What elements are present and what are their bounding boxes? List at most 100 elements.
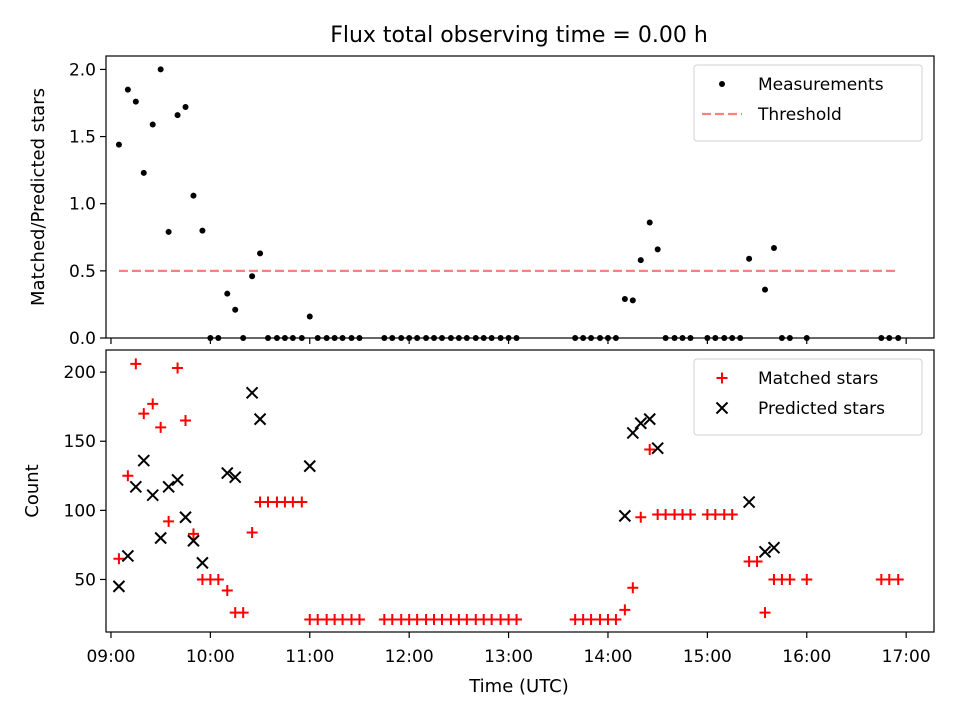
data-point: [112, 580, 126, 593]
legend: Matched stars Predicted stars: [693, 358, 923, 436]
data-point: [635, 511, 647, 523]
series-matched-stars: [113, 358, 904, 626]
data-point: [237, 607, 249, 619]
y-axis-label: Matched/Predicted stars: [28, 88, 49, 306]
data-point: [199, 227, 206, 234]
data-point: [759, 607, 771, 619]
data-point: [634, 417, 647, 430]
data-point: [770, 245, 777, 252]
data-point: [155, 421, 167, 433]
data-point: [115, 141, 122, 148]
y-tick-label: 0.0: [69, 329, 96, 349]
data-point: [618, 509, 632, 523]
data-point: [626, 426, 640, 440]
data-point: [253, 412, 267, 426]
data-point: [892, 573, 904, 585]
x-tick-label: 09:00: [86, 647, 135, 667]
data-point: [132, 98, 139, 105]
x-tick-label: 14:00: [583, 647, 632, 667]
data-point: [306, 313, 313, 320]
data-point: [196, 556, 209, 570]
data-point: [130, 358, 142, 370]
count-panel: 50 100 150 200 09:00 10:00 11:00 12:00 13:00 14:0…: [22, 349, 935, 667]
data-point: [187, 534, 200, 547]
data-point: [146, 488, 159, 502]
data-point: [784, 573, 796, 585]
data-point: [147, 398, 159, 410]
data-point: [257, 250, 264, 257]
data-point: [644, 444, 656, 456]
data-point: [224, 290, 231, 297]
series-measurements: [115, 66, 902, 341]
data-point: [646, 219, 653, 226]
series-predicted-stars: [112, 386, 781, 593]
data-point: [163, 515, 175, 527]
data-point: [212, 573, 224, 585]
data-point: [113, 553, 125, 565]
data-point: [129, 480, 143, 494]
data-point: [746, 255, 753, 262]
data-point: [172, 362, 184, 374]
axes-frame: [105, 349, 935, 633]
y-tick-label: 2.0: [69, 60, 96, 80]
y-tick-label: 200: [64, 363, 96, 383]
data-point: [232, 306, 239, 313]
legend-box: [693, 64, 923, 142]
data-point: [627, 582, 639, 594]
legend-label: Matched stars: [758, 369, 878, 389]
data-point: [154, 531, 167, 545]
data-point: [221, 585, 233, 597]
chart-title: Flux total observing time = 0.00 h: [330, 23, 708, 48]
y-tick-label: 100: [64, 501, 96, 521]
data-point: [182, 104, 189, 111]
data-point: [140, 169, 147, 176]
x-axis-label: Time (UTC): [468, 676, 569, 697]
y-tick-label: 150: [64, 432, 96, 452]
ratio-panel: 0.0 0.5 1.0 1.5 2.0 Matched/Predicted stars Me…: [28, 55, 935, 349]
legend-box: [693, 358, 923, 436]
data-point: [221, 466, 234, 480]
legend-marker: [719, 81, 725, 87]
data-point: [303, 459, 316, 473]
data-point: [684, 509, 696, 520]
data-point: [751, 556, 763, 567]
data-point: [629, 297, 636, 304]
data-point: [190, 192, 197, 199]
x-tick-label: 16:00: [782, 647, 831, 667]
legend-marker: [715, 401, 729, 415]
data-point: [742, 495, 756, 509]
y-axis-label: Count: [22, 464, 43, 517]
x-tick-label: 11:00: [285, 647, 334, 667]
data-point: [165, 228, 172, 235]
data-point: [353, 614, 365, 626]
data-point: [121, 549, 135, 563]
y-tick-label: 50: [74, 570, 96, 590]
legend-label: Threshold: [757, 105, 842, 125]
legend: Measurements Threshold: [693, 64, 923, 142]
data-point: [758, 545, 772, 559]
data-point: [229, 470, 242, 484]
data-point: [610, 614, 622, 626]
x-tick-label: 12:00: [385, 647, 434, 667]
data-point: [801, 573, 813, 585]
data-point: [246, 526, 258, 538]
data-point: [651, 441, 664, 455]
data-point: [762, 286, 769, 293]
data-point: [137, 454, 150, 467]
legend-label: Predicted stars: [758, 399, 885, 419]
data-point: [157, 66, 164, 73]
legend-label: Measurements: [758, 75, 884, 95]
data-point: [767, 541, 781, 554]
data-point: [149, 121, 156, 128]
y-tick-label: 1.0: [69, 195, 96, 215]
data-point: [643, 412, 656, 426]
data-point: [138, 408, 150, 420]
data-point: [124, 86, 131, 93]
data-point: [162, 480, 175, 494]
data-point: [187, 528, 199, 540]
legend-marker: [716, 372, 728, 384]
x-tick-label: 13:00: [484, 647, 533, 667]
data-point: [637, 257, 644, 264]
data-point: [654, 246, 661, 253]
